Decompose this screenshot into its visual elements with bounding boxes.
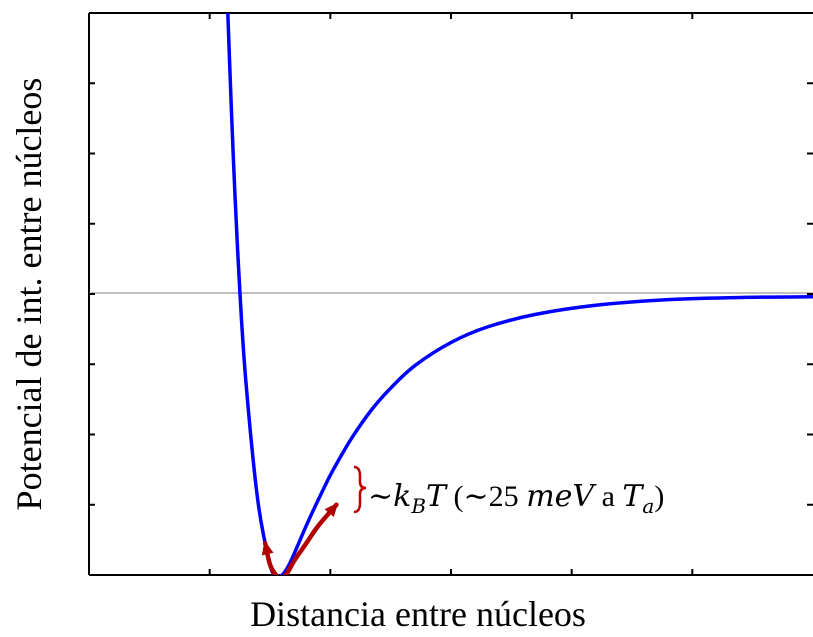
energy-annotation: ∼kBT (∼25 meV a Ta): [368, 479, 664, 518]
tick-marks: [89, 13, 813, 575]
arrowhead-right: [324, 502, 339, 517]
vibration-highlight-line: [262, 502, 339, 575]
energy-brace: [353, 465, 367, 514]
y-axis-label: Potencial de int. entre núcleos: [9, 78, 49, 511]
series-line-potential: [226, 13, 813, 575]
arrowhead-left: [261, 540, 274, 556]
x-axis-label: Distancia entre núcleos: [250, 594, 586, 634]
